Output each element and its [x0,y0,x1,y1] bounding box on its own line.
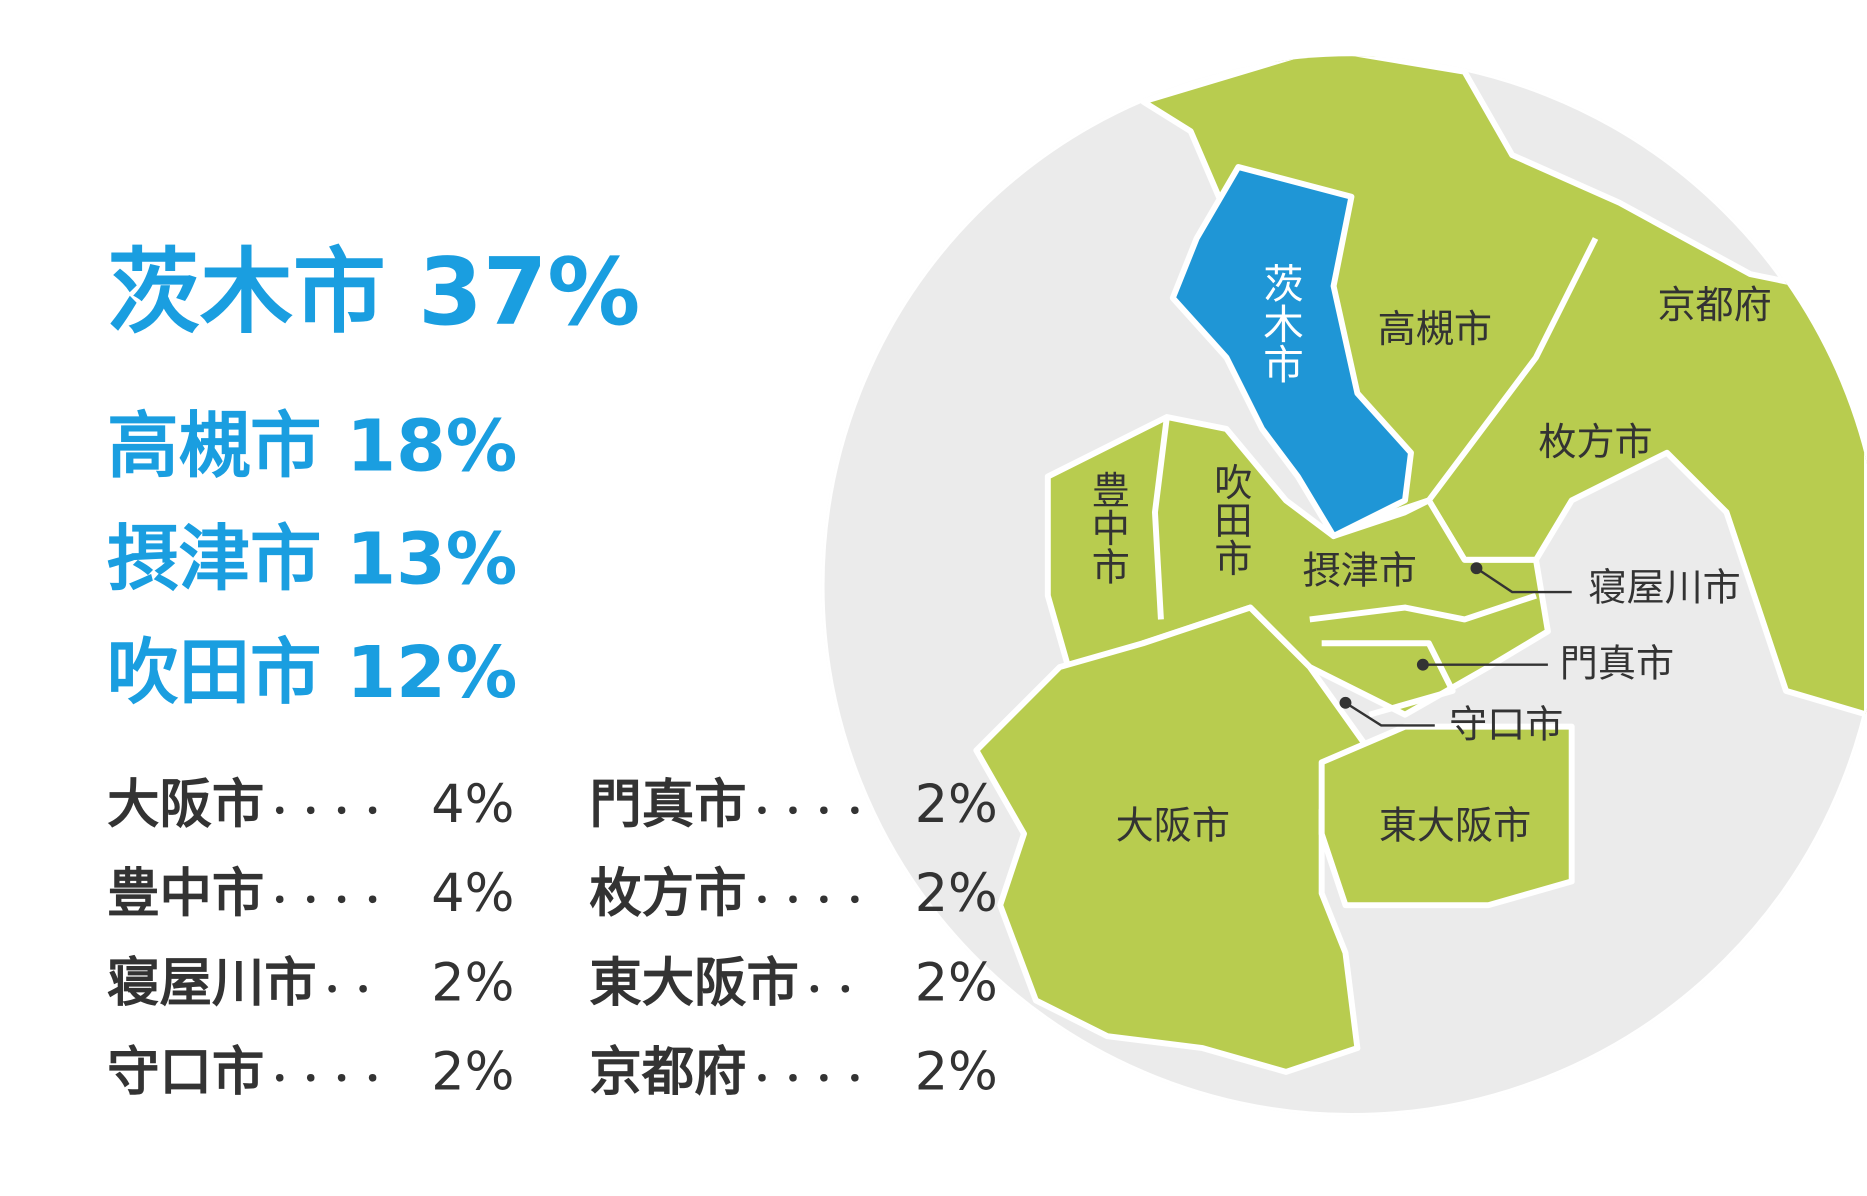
top-name: 吹田市 [107,631,321,714]
map-label: 高槻市 [1378,307,1492,351]
other-leader: ・・ [799,972,861,1008]
border [1309,592,1537,623]
other-leader: ・・・・ [747,883,871,919]
top-value: 13% [346,518,517,601]
leader-lines [1344,567,1572,727]
region [973,604,1373,1075]
map-label: 守口市 [1449,702,1563,746]
map-label: 大阪市 [1116,804,1230,848]
border [1321,640,1456,718]
leader-dots [1339,562,1483,709]
other-share: 2% [431,952,514,1013]
map-label: 門真市 [1560,642,1674,686]
map-label: 京都府 [1657,283,1771,327]
leader-line [1475,567,1572,594]
ibaraki-region [1169,163,1414,540]
other-share: 4% [431,774,514,835]
dot [1470,562,1483,575]
other-item: 門真市・・・・ [589,774,870,835]
other-item: 東大阪市・・ [589,952,860,1013]
border [1151,416,1170,620]
other-leader: ・・・・ [264,883,388,919]
top-value: 18% [346,405,517,488]
map-label: 吹田市 [1208,462,1252,576]
top-share: 高槻市 18% [107,405,517,488]
dot [1339,696,1352,709]
map-label: 茨木市 [1256,262,1304,383]
other-item: 大阪市・・・・ [107,774,388,835]
other-name: 大阪市 [107,774,264,835]
other-name: 守口市 [107,1042,264,1103]
other-share: 2% [915,1042,998,1103]
map-label: 摂津市 [1303,549,1417,593]
top-share: 吹田市 12% [107,631,517,714]
other-name: 東大阪市 [589,952,799,1013]
other-leader: ・・・・ [264,794,388,830]
other-share: 2% [915,774,998,835]
other-leader: ・・・・ [747,1062,871,1098]
top-name: 高槻市 [107,405,321,488]
other-leader: ・・・・ [264,1062,388,1098]
headline-share: 37% [418,238,640,346]
other-share: 2% [915,952,998,1013]
other-name: 門真市 [589,774,746,835]
headline: 茨木市 37% [107,238,640,346]
map-label: 東大阪市 [1379,804,1531,848]
top-share: 摂津市 13% [107,518,517,601]
other-leader: ・・・・ [747,794,871,830]
headline-name: 茨木市 [107,238,386,346]
other-item: 京都府・・・・ [589,1042,870,1103]
map [821,56,1867,1116]
other-item: 寝屋川市・・ [107,952,378,1013]
top-name: 摂津市 [107,518,321,601]
other-name: 京都府 [589,1042,746,1103]
map-label: 豊中市 [1085,471,1129,585]
other-name: 枚方市 [589,863,746,924]
other-name: 寝屋川市 [107,952,317,1013]
dot [1416,658,1429,671]
map-label: 枚方市 [1538,420,1652,464]
other-share: 2% [431,1042,514,1103]
other-item: 守口市・・・・ [107,1042,388,1103]
other-share: 4% [431,863,514,924]
border [1426,237,1599,503]
map-label: 寝屋川市 [1588,565,1740,609]
other-share: 2% [915,863,998,924]
leader-line [1344,701,1435,727]
other-item: 豊中市・・・・ [107,863,388,924]
other-item: 枚方市・・・・ [589,863,870,924]
other-leader: ・・ [317,972,379,1008]
top-value: 12% [346,631,517,714]
other-name: 豊中市 [107,863,264,924]
